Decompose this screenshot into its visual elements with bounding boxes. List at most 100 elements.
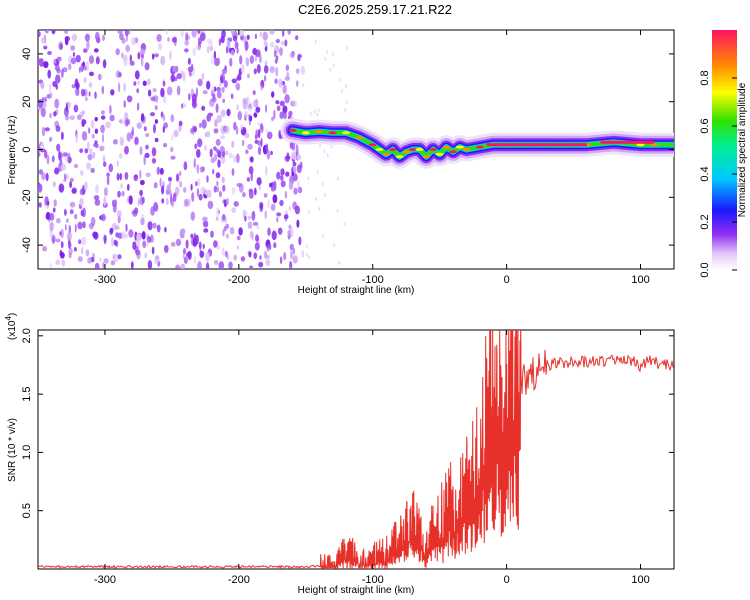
noise-blob — [48, 83, 51, 93]
noise-blob — [250, 171, 253, 182]
noise-blob — [52, 181, 56, 188]
ridge-hotspot — [455, 145, 464, 149]
snr-xtick-label: -300 — [94, 574, 116, 586]
noise-blob — [123, 100, 126, 108]
noise-blob — [115, 48, 120, 56]
noise-blob — [109, 104, 112, 115]
noise-blob — [269, 30, 275, 35]
snr-xtick-label: 0 — [504, 574, 510, 586]
noise-blob — [137, 198, 140, 207]
noise-blob — [164, 245, 169, 253]
noise-blob — [273, 242, 277, 249]
noise-blob — [126, 119, 131, 125]
noise-blob — [221, 176, 225, 184]
noise-blob — [203, 228, 209, 233]
noise-blob — [119, 33, 124, 41]
noise-blob — [230, 49, 235, 56]
ridge-hotspot — [435, 152, 444, 156]
noise-blob — [146, 78, 151, 86]
noise-blob — [44, 149, 48, 159]
noise-blob — [51, 155, 55, 163]
noise-blob — [253, 252, 258, 260]
spectrogram-xtick-label: 0 — [504, 274, 510, 286]
noise-blob — [282, 105, 288, 114]
noise-blob — [136, 122, 142, 129]
noise-blob — [183, 248, 186, 255]
noise-speckle — [319, 143, 321, 148]
noise-blob — [41, 37, 45, 44]
noise-blob — [109, 227, 114, 234]
noise-blob — [38, 202, 42, 208]
noise-blob — [288, 181, 294, 190]
noise-blob — [53, 111, 57, 117]
noise-blob — [217, 159, 221, 168]
noise-blob — [79, 188, 85, 196]
noise-blob — [172, 193, 177, 202]
noise-blob — [75, 54, 81, 63]
noise-blob — [247, 104, 253, 112]
noise-blob — [119, 119, 123, 124]
ridge-hotspot — [442, 145, 451, 149]
noise-blob — [236, 47, 239, 54]
noise-blob — [75, 133, 79, 144]
noise-blob — [129, 60, 135, 66]
noise-blob — [140, 217, 145, 226]
noise-blob — [218, 38, 221, 46]
noise-blob — [180, 228, 186, 235]
snr-plot: -300 -200 -100 0 100 0.5 1.0 1.5 2.0 Height of s… — [4, 313, 675, 596]
noise-blob — [39, 141, 42, 146]
noise-blob — [222, 151, 225, 158]
noise-blob — [233, 35, 238, 42]
colorbar-tick-label: 0.4 — [699, 166, 711, 181]
noise-blob — [244, 41, 249, 51]
noise-blob — [106, 172, 110, 178]
noise-blob — [147, 89, 152, 97]
noise-blob — [196, 164, 200, 174]
spectrogram-ylabel: Frequency (Hz) — [7, 116, 18, 185]
noise-blob — [240, 256, 246, 262]
snr-frame — [37, 329, 675, 570]
noise-blob — [199, 250, 205, 258]
snr-xtick-label: -100 — [362, 574, 384, 586]
noise-blob — [154, 105, 158, 111]
noise-blob — [60, 150, 64, 159]
noise-blob — [284, 76, 290, 81]
noise-blob — [121, 191, 125, 197]
noise-speckle — [321, 182, 324, 187]
noise-blob — [198, 193, 203, 201]
noise-blob — [119, 173, 123, 181]
noise-blob — [173, 130, 179, 138]
noise-speckle — [345, 84, 348, 89]
noise-blob — [75, 87, 80, 97]
noise-blob — [193, 157, 196, 168]
noise-blob — [157, 42, 163, 51]
noise-blob — [206, 114, 211, 122]
noise-blob — [202, 243, 205, 250]
noise-blob — [296, 219, 300, 228]
noise-blob — [55, 238, 61, 243]
noise-blob — [174, 38, 177, 47]
noise-blob — [73, 104, 79, 113]
noise-blob — [206, 80, 211, 90]
noise-blob — [249, 231, 254, 238]
noise-blob — [212, 168, 215, 175]
noise-blob — [183, 187, 187, 193]
noise-blob — [279, 111, 285, 119]
noise-blob — [55, 84, 59, 90]
noise-blob — [87, 257, 92, 264]
noise-blob — [249, 265, 254, 269]
noise-blob — [196, 188, 200, 197]
noise-blob — [227, 40, 231, 50]
noise-blob — [145, 172, 151, 177]
noise-speckle — [314, 196, 317, 201]
noise-blob — [176, 85, 181, 96]
noise-blob — [81, 246, 84, 255]
noise-blob — [94, 117, 98, 122]
noise-blob — [152, 95, 159, 103]
noise-blob — [116, 172, 120, 181]
snr-xtick-label: -200 — [228, 574, 250, 586]
noise-blob — [231, 78, 237, 84]
noise-blob — [89, 71, 94, 77]
noise-blob — [191, 125, 195, 135]
noise-blob — [124, 172, 129, 180]
